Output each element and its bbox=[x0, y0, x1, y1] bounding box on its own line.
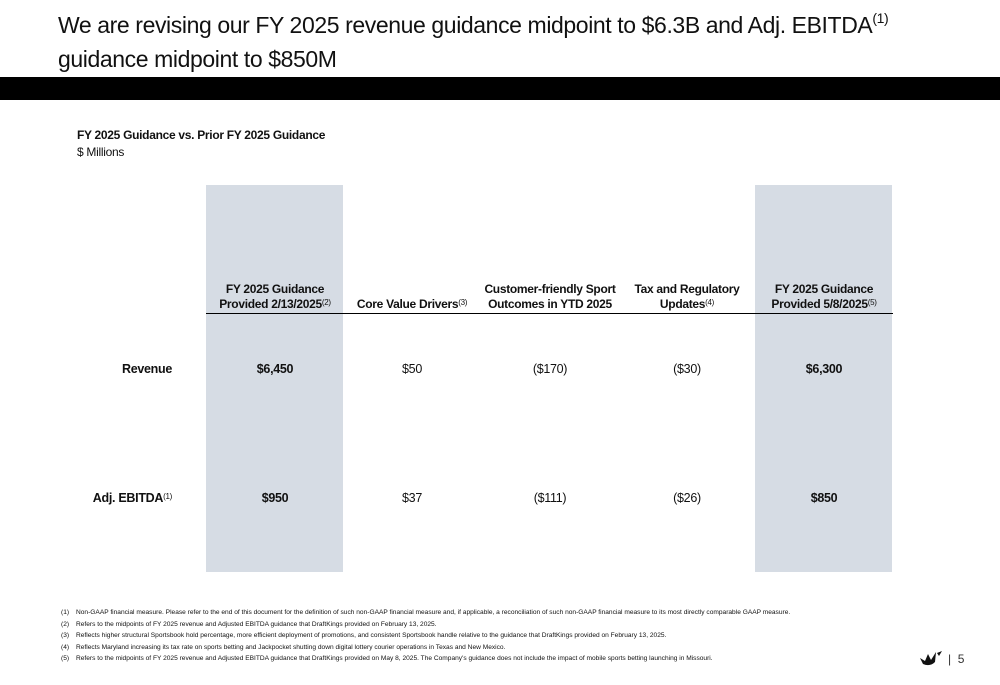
footnote-marker: (4) bbox=[61, 643, 70, 651]
row-label: Revenue bbox=[12, 362, 172, 376]
units-label: $ Millions bbox=[77, 145, 125, 159]
footnote-text: Non-GAAP financial measure. Please refer… bbox=[76, 609, 791, 616]
footnote-text: Refers to the midpoints of FY 2025 reven… bbox=[76, 620, 437, 628]
page-number: | 5 bbox=[948, 652, 965, 666]
footnote-marker: (2) bbox=[61, 620, 70, 628]
header-line: Tax and Regulatory bbox=[634, 282, 740, 296]
footnote-marker: (3) bbox=[61, 632, 70, 640]
row-label-superscript: (1) bbox=[163, 492, 172, 501]
footnote-marker: (1) bbox=[61, 609, 70, 616]
table-cell: ($26) bbox=[673, 491, 701, 505]
logo bbox=[920, 651, 942, 666]
table-subtitle: FY 2025 Guidance vs. Prior FY 2025 Guida… bbox=[77, 128, 326, 142]
footnote-text: Reflects higher structural Sportsbook ho… bbox=[76, 632, 667, 640]
row-label-text: Revenue bbox=[121, 362, 172, 376]
column-header: FY 2025 Guidance Provided 2/13/2025(2) bbox=[200, 282, 350, 312]
header-line: Customer-friendly Sport bbox=[484, 282, 616, 296]
title-superscript: (1) bbox=[872, 10, 889, 26]
column-shade bbox=[206, 185, 343, 572]
header-line: Provided 2/13/2025 bbox=[219, 297, 322, 311]
header-line: FY 2025 Guidance bbox=[774, 282, 874, 296]
column-header: Core Value Drivers(3) bbox=[337, 297, 487, 312]
table-cell: $37 bbox=[402, 491, 422, 505]
column-header: Customer-friendly Sport Outcomes in YTD 2… bbox=[475, 282, 625, 312]
table-cell: $950 bbox=[261, 491, 289, 505]
table-cell: $6,450 bbox=[256, 362, 294, 376]
column-header: Tax and Regulatory Updates(4) bbox=[612, 282, 762, 312]
header-superscript: (2) bbox=[321, 298, 331, 307]
footnote-text: Reflects Maryland increasing its tax rat… bbox=[76, 643, 506, 651]
footnote-text: Refers to the midpoints of FY 2025 reven… bbox=[76, 655, 713, 663]
header-rule bbox=[206, 313, 893, 314]
table-cell: ($170) bbox=[532, 362, 568, 376]
header-line: Core Value Drivers bbox=[356, 297, 459, 311]
slide-title: We are revising our FY 2025 revenue guid… bbox=[58, 8, 889, 76]
column-shade bbox=[755, 185, 892, 572]
row-label-text: Adj. EBITDA bbox=[92, 491, 164, 505]
header-superscript: (4) bbox=[705, 298, 715, 307]
row-label: Adj. EBITDA(1) bbox=[12, 491, 172, 505]
header-line: Outcomes in YTD 2025 bbox=[488, 297, 612, 311]
header-line: FY 2025 Guidance bbox=[225, 282, 325, 296]
footnote-marker: (5) bbox=[61, 655, 70, 663]
column-header: FY 2025 Guidance Provided 5/8/2025(5) bbox=[749, 282, 899, 312]
title-text: We are revising our FY 2025 revenue guid… bbox=[58, 12, 873, 38]
header-line: Provided 5/8/2025 bbox=[771, 297, 868, 311]
header-bar bbox=[0, 77, 1000, 100]
header-superscript: (5) bbox=[867, 298, 877, 307]
header-superscript: (3) bbox=[458, 298, 468, 307]
table-cell: $6,300 bbox=[805, 362, 843, 376]
title-text: guidance midpoint to $850M bbox=[58, 46, 337, 72]
page-number-text: 5 bbox=[957, 652, 965, 666]
table-cell: ($30) bbox=[673, 362, 701, 376]
table-cell: $850 bbox=[810, 491, 838, 505]
header-line: Updates bbox=[659, 297, 706, 311]
table-cell: ($111) bbox=[533, 491, 567, 505]
table-cell: $50 bbox=[402, 362, 422, 376]
